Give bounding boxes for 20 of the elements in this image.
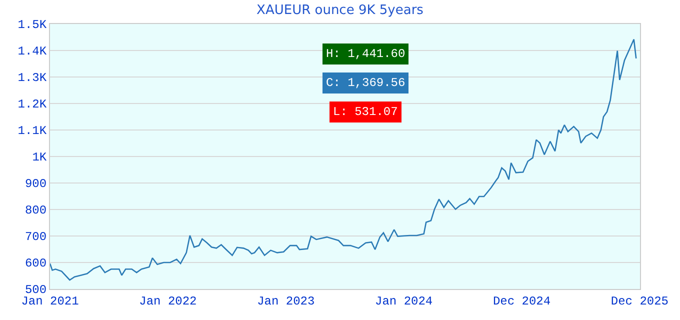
x-tick-label: Jan 2024 bbox=[375, 294, 433, 308]
line-series bbox=[50, 38, 637, 281]
y-tick-label: 1.1K bbox=[18, 124, 48, 138]
y-tick-label: 1.3K bbox=[18, 71, 48, 86]
annotation: C: 1,369.56 bbox=[326, 76, 406, 90]
y-tick-label: 1.5K bbox=[18, 18, 48, 32]
y-tick-label: 800 bbox=[24, 204, 47, 218]
y-tick-label: 1.2K bbox=[18, 98, 48, 112]
y-tick-label: 700 bbox=[24, 230, 47, 244]
chart-title: XAUEUR ounce 9K 5years bbox=[256, 2, 424, 18]
annotation: L: 531.07 bbox=[333, 105, 398, 119]
x-tick-label: Dec 2024 bbox=[492, 294, 551, 308]
x-tick-label: Jan 2023 bbox=[257, 294, 315, 308]
x-tick-label: Jan 2022 bbox=[139, 294, 197, 308]
y-tick-label: 1.4K bbox=[18, 44, 48, 59]
x-tick-label: Dec 2025 bbox=[610, 294, 668, 308]
y-tick-label: 1K bbox=[32, 150, 48, 165]
y-tick-label: 900 bbox=[24, 177, 47, 192]
y-tick-label: 600 bbox=[24, 256, 47, 271]
annotation: H: 1,441.60 bbox=[326, 47, 406, 61]
